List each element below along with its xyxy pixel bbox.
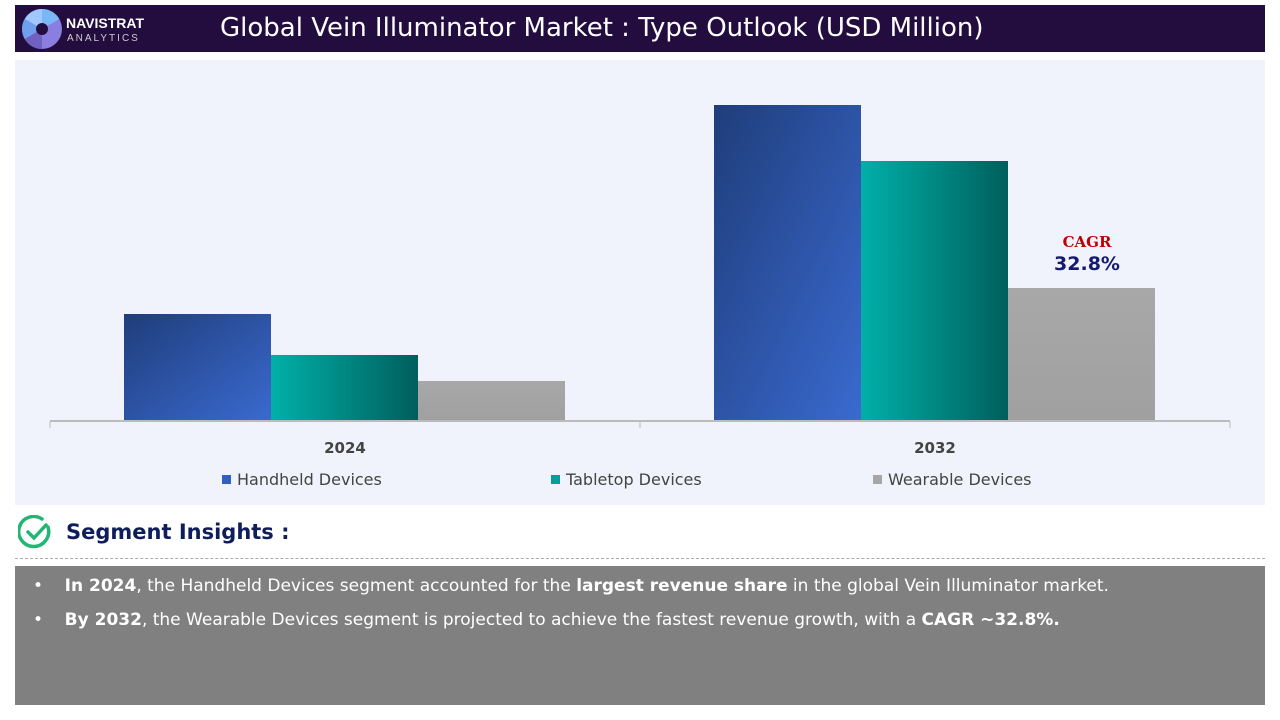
- bar-handheld-devices-2032: [714, 105, 861, 421]
- chart-panel: 2024 2032 CAGR 32.8%: [15, 60, 1265, 505]
- bar-tabletop-devices-2032: [861, 161, 1008, 421]
- insights-box: • In 2024, the Handheld Devices segment …: [15, 566, 1265, 705]
- divider: [15, 558, 1265, 559]
- insight-bullet: • By 2032, the Wearable Devices segment …: [33, 610, 1060, 630]
- legend-item-tabletop: Tabletop Devices: [551, 470, 702, 489]
- x-tick-label: 2024: [324, 439, 366, 457]
- segment-insights-heading: Segment Insights :: [18, 515, 290, 549]
- bar-handheld-devices-2024: [124, 314, 271, 421]
- legend-item-handheld: Handheld Devices: [222, 470, 382, 489]
- cagr-value: 32.8%: [1054, 253, 1120, 275]
- bar-wearable-devices-2024: [418, 381, 565, 421]
- svg-text:ANALYTICS: ANALYTICS: [67, 33, 140, 44]
- cagr-label: CAGR: [1063, 233, 1112, 251]
- check-circle-icon: [18, 515, 51, 549]
- insight-bullet: • In 2024, the Handheld Devices segment …: [33, 576, 1109, 596]
- bar-wearable-devices-2032: [1008, 288, 1155, 421]
- svg-text:NAVISTRAT: NAVISTRAT: [66, 15, 144, 31]
- legend-swatch: [222, 475, 231, 484]
- legend-swatch: [873, 475, 882, 484]
- legend-swatch: [551, 475, 560, 484]
- header-bar: NAVISTRAT ANALYTICS Global Vein Illumina…: [15, 5, 1265, 52]
- page-title: Global Vein Illuminator Market : Type Ou…: [220, 13, 984, 43]
- bar-tabletop-devices-2024: [271, 355, 418, 421]
- bar-chart: 2024 2032 CAGR 32.8%: [49, 105, 1231, 457]
- legend-item-wearable: Wearable Devices: [873, 470, 1032, 489]
- navistrat-logo: NAVISTRAT ANALYTICS: [22, 9, 144, 49]
- x-tick-label: 2032: [914, 439, 956, 457]
